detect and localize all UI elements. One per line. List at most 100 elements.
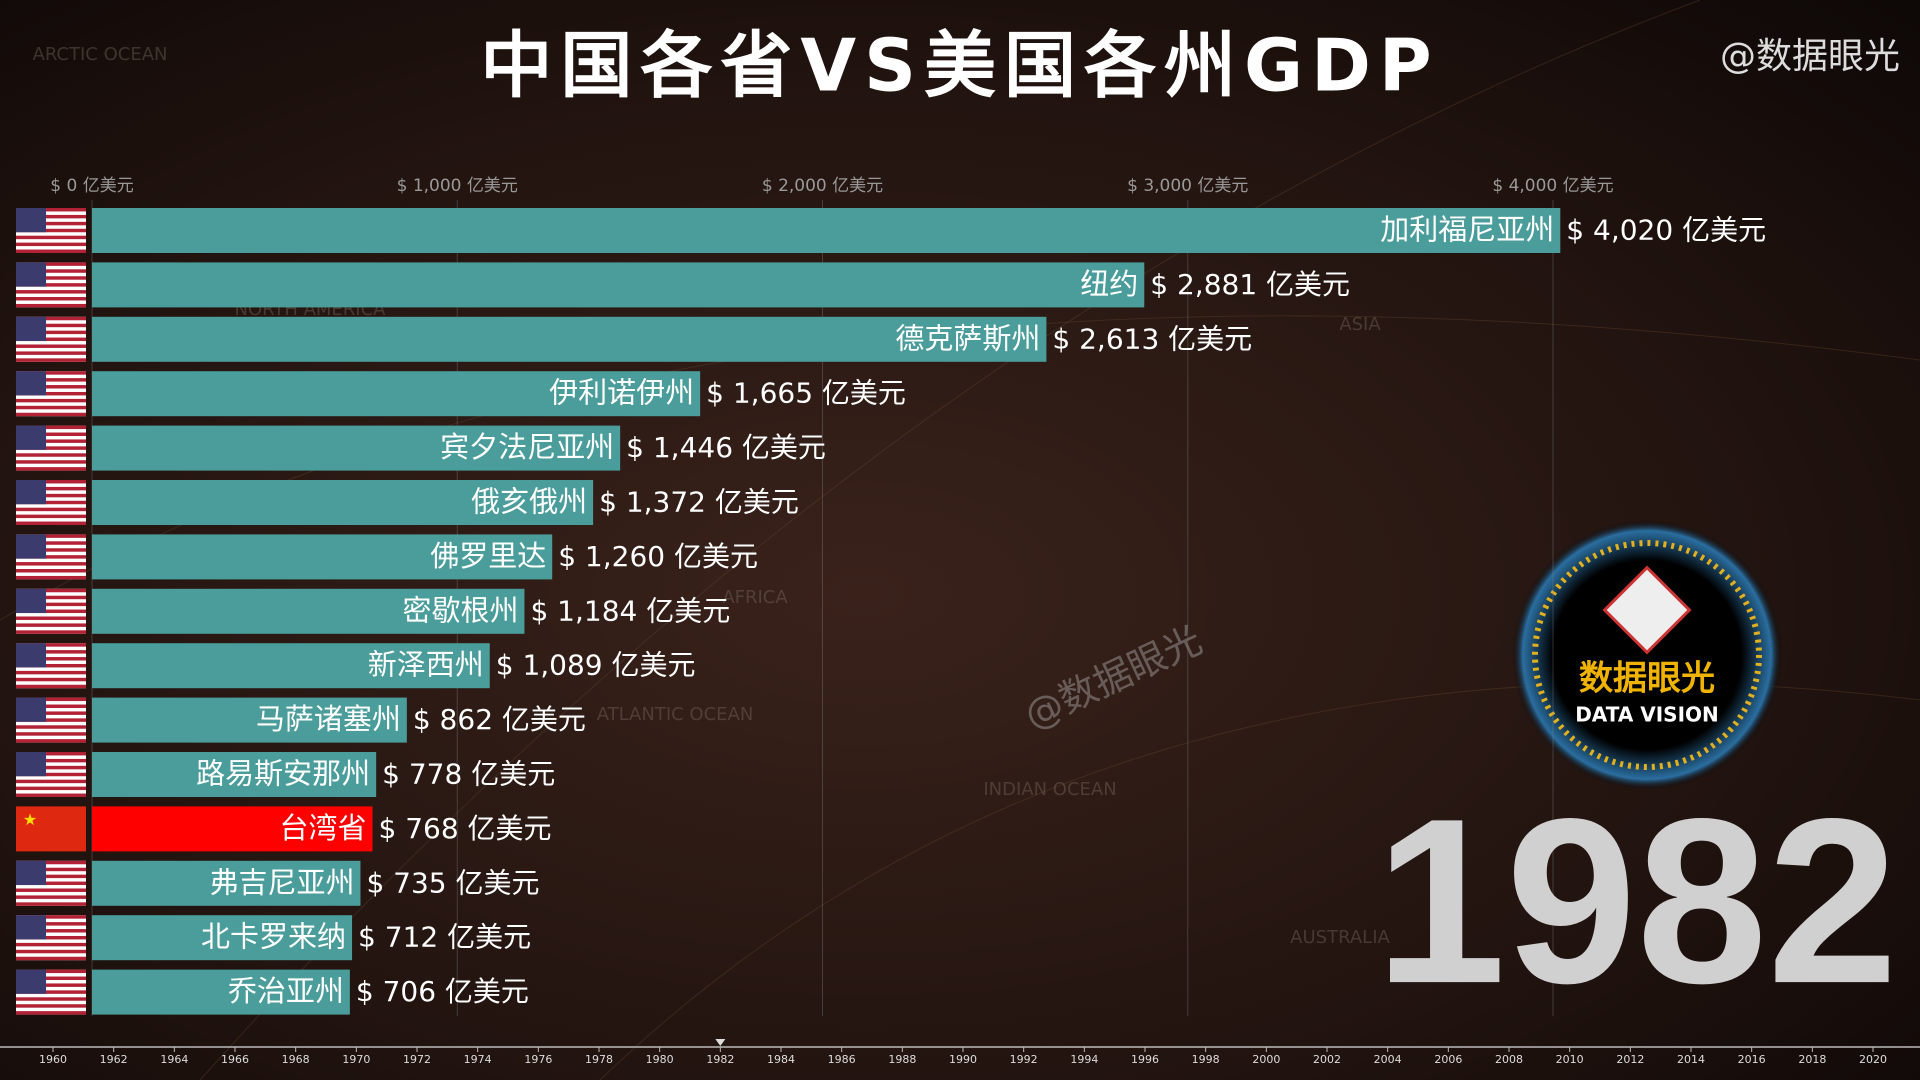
flag-canton [16, 752, 46, 777]
flag-canton [16, 371, 46, 396]
timeline-tick-label: 1960 [39, 1053, 67, 1066]
timeline-tick-label: 1994 [1070, 1053, 1098, 1066]
flag-stripe [16, 697, 86, 702]
bar [92, 316, 1047, 362]
flag-stripe [16, 467, 86, 471]
bar-name: 新泽西州 [368, 648, 484, 682]
flag-stripe [16, 609, 86, 614]
bar [92, 752, 377, 797]
bar [92, 860, 361, 906]
flag-stripe [16, 922, 86, 926]
timeline-tick-label: 1986 [828, 1053, 856, 1066]
flag-canton [16, 697, 46, 722]
bar [92, 425, 621, 471]
flag-stripe [16, 779, 86, 784]
value-label: $ 4,020 亿美元 [1566, 214, 1766, 247]
bar [92, 588, 525, 634]
bar-name: 乔治亚州 [228, 974, 344, 1008]
flag-stripe [16, 602, 86, 607]
flag-stripe [16, 344, 86, 348]
value-label: $ 1,446 亿美元 [626, 431, 826, 464]
flag-stripe [16, 432, 86, 436]
flag [16, 425, 86, 471]
flag-stripe [16, 684, 86, 689]
flag-stripe [16, 942, 86, 947]
bar [92, 371, 701, 417]
flag [16, 588, 86, 634]
map-label: ARCTIC OCEAN [33, 44, 168, 65]
flag-stripe [16, 1011, 86, 1015]
flag-canton [16, 588, 46, 614]
timeline-tick-label: 2006 [1434, 1053, 1462, 1066]
timeline-tick-label: 2018 [1798, 1053, 1826, 1066]
bar-name: 路易斯安那州 [196, 757, 370, 791]
flag [16, 480, 86, 525]
flag-stripe [16, 521, 86, 525]
flag-stripe [16, 976, 86, 980]
timeline-tick-label: 2012 [1616, 1053, 1644, 1066]
bar-name: 台湾省 [279, 811, 366, 845]
flag-stripe [16, 316, 86, 321]
bar [92, 480, 594, 525]
flag [16, 915, 86, 961]
value-label: $ 712 亿美元 [358, 921, 531, 954]
flag [16, 860, 86, 906]
flag-stripe [16, 588, 86, 593]
bar [92, 969, 350, 1015]
timeline-tick-label: 1982 [706, 1053, 734, 1066]
flag-canton [16, 262, 46, 287]
flag-stripe [16, 718, 86, 722]
flag-stripe [16, 956, 86, 961]
timeline-tick-label: 2010 [1556, 1053, 1584, 1066]
flag: ★ [16, 806, 86, 852]
flag-stripe [16, 283, 86, 287]
flag-stripe [16, 208, 86, 212]
timeline-tick-label: 1970 [342, 1053, 370, 1066]
bar-name: 佛罗里达 [430, 539, 546, 573]
flag-stripe [16, 303, 86, 308]
flag-stripe [16, 460, 86, 464]
flag-stripe [16, 915, 86, 919]
flag-stripe [16, 616, 86, 620]
logo-ring [1512, 520, 1782, 790]
timeline-marker [715, 1039, 726, 1046]
timeline-tick-label: 1972 [403, 1053, 431, 1066]
map-label: INDIAN OCEAN [983, 779, 1116, 800]
flag-stripe [16, 500, 86, 505]
bar [92, 262, 1145, 308]
flag-stripe [16, 575, 86, 580]
flag-stripe [16, 739, 86, 743]
flag-stripe [16, 860, 86, 865]
flag-stripe [16, 555, 86, 559]
flag [16, 752, 86, 797]
bar [92, 534, 553, 580]
bar-name: 弗吉尼亚州 [209, 865, 354, 899]
flag-stripe [16, 385, 86, 389]
bar [92, 915, 353, 961]
flag-stripe [16, 507, 86, 512]
flag [16, 371, 86, 417]
flag-stripe [16, 895, 86, 899]
value-label: $ 1,089 亿美元 [496, 649, 696, 682]
flag-stripe [16, 663, 86, 668]
flag-stripe [16, 704, 86, 708]
flag-stripe [16, 758, 86, 763]
flag-stripe [16, 378, 86, 382]
flag-stripe [16, 1004, 86, 1008]
flag-stripe [16, 595, 86, 600]
flag-stripe [16, 276, 86, 280]
flag-stripe [16, 935, 86, 940]
bar-name: 加利福尼亚州 [1380, 213, 1554, 247]
timeline-tick-label: 2014 [1677, 1053, 1705, 1066]
timeline-tick-label: 2016 [1738, 1053, 1766, 1066]
flag-star: ★ [23, 810, 37, 829]
value-label: $ 1,665 亿美元 [706, 377, 906, 410]
logo-cube [1602, 565, 1692, 655]
flag-stripe [16, 297, 86, 301]
flag-stripe [16, 486, 86, 491]
flag-stripe [16, 732, 86, 736]
flag-stripe [16, 514, 86, 519]
timeline-tick-label: 1992 [1010, 1053, 1038, 1066]
flag [16, 208, 86, 253]
